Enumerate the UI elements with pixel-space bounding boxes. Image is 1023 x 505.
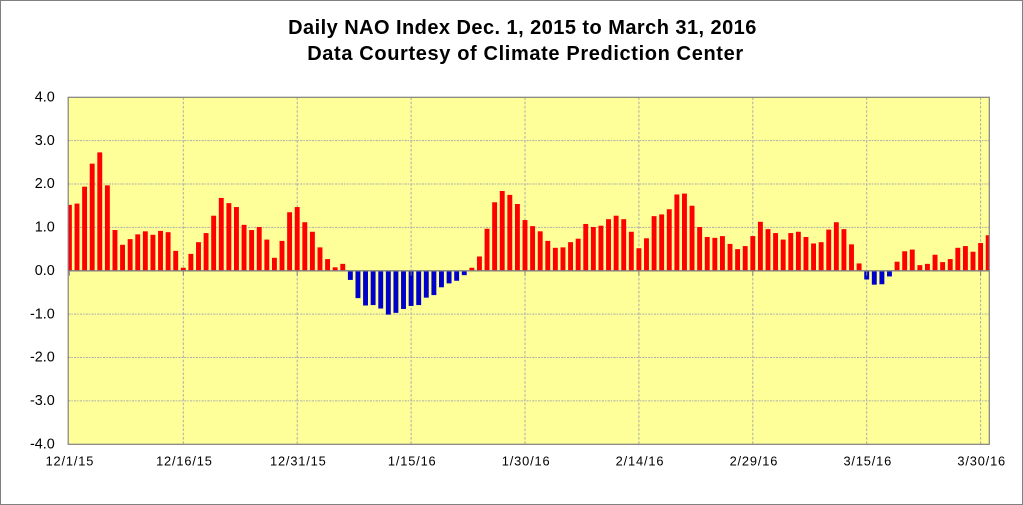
svg-text:2/29/16: 2/29/16	[730, 454, 779, 469]
svg-text:-2.0: -2.0	[30, 350, 55, 366]
svg-text:1.0: 1.0	[35, 220, 55, 236]
svg-text:3.0: 3.0	[35, 133, 55, 149]
svg-text:12/1/15: 12/1/15	[46, 454, 95, 469]
svg-text:4.0: 4.0	[35, 89, 55, 105]
svg-text:0.0: 0.0	[35, 263, 55, 279]
svg-text:3/30/16: 3/30/16	[957, 454, 1006, 469]
svg-text:3/15/16: 3/15/16	[843, 454, 892, 469]
svg-text:2.0: 2.0	[35, 176, 55, 192]
svg-text:12/31/15: 12/31/15	[270, 454, 327, 469]
svg-text:-4.0: -4.0	[30, 436, 55, 452]
svg-text:1/15/16: 1/15/16	[388, 454, 437, 469]
svg-text:-1.0: -1.0	[30, 306, 55, 322]
svg-text:-3.0: -3.0	[30, 393, 55, 409]
svg-text:2/14/16: 2/14/16	[616, 454, 665, 469]
svg-text:12/16/15: 12/16/15	[156, 454, 213, 469]
svg-text:1/30/16: 1/30/16	[502, 454, 551, 469]
